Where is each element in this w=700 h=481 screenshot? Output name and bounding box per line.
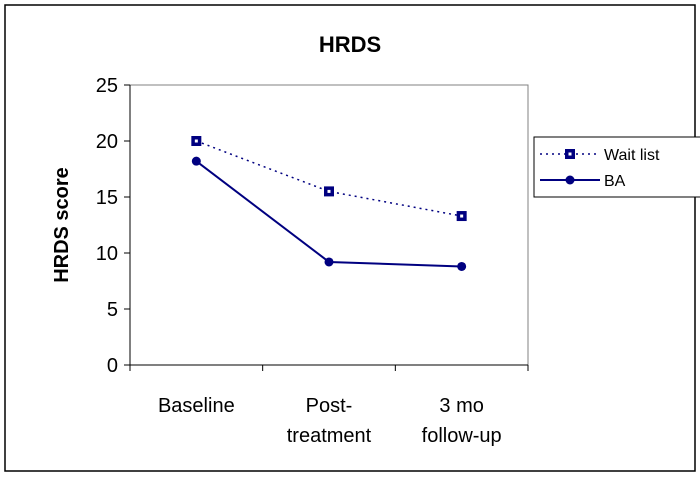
data-point-wait-list-center [194,139,198,143]
x-ticks: Baseline Post-treatment 3 mo follow-up [129,365,529,447]
legend-marker-ba [565,175,575,185]
data-point-wait-list-center [460,214,464,218]
data-point-ba [457,261,467,271]
x-category-label-line: Post- [306,395,353,417]
x-category-label-line: 3 mo [439,395,483,417]
x-category-label: Baseline [158,395,235,417]
y-tick-label: 25 [96,75,118,97]
x-category-label-line: Baseline [158,395,235,417]
y-tick-label: 15 [96,187,118,209]
plot-area [129,84,529,366]
y-tick-label: 20 [96,131,118,153]
y-tick-label: 10 [96,243,118,265]
legend-label-wait-list: Wait list [604,147,660,164]
legend-marker-wait-list-center [568,152,572,156]
data-point-ba [324,257,334,267]
x-category-label: Post-treatment [287,395,372,447]
data-point-wait-list-center [327,189,331,193]
y-tick-label: 0 [107,355,118,377]
legend-label-ba: BA [604,173,626,190]
legend: Wait list BA [533,136,700,198]
x-category-label-line: follow-up [422,425,502,447]
y-axis-label: HRDS score [51,167,73,283]
x-category-label-line: treatment [287,425,372,447]
x-category-label: 3 mo follow-up [422,395,502,447]
series-ba [191,156,467,271]
legend-box [533,136,700,198]
chart-title: HRDS [319,32,381,57]
series-layer [191,136,467,271]
y-ticks: 0 5 10 15 20 25 [96,75,130,377]
series-wait-list [191,136,467,222]
y-tick-label: 5 [107,299,118,321]
data-point-ba [191,156,201,166]
